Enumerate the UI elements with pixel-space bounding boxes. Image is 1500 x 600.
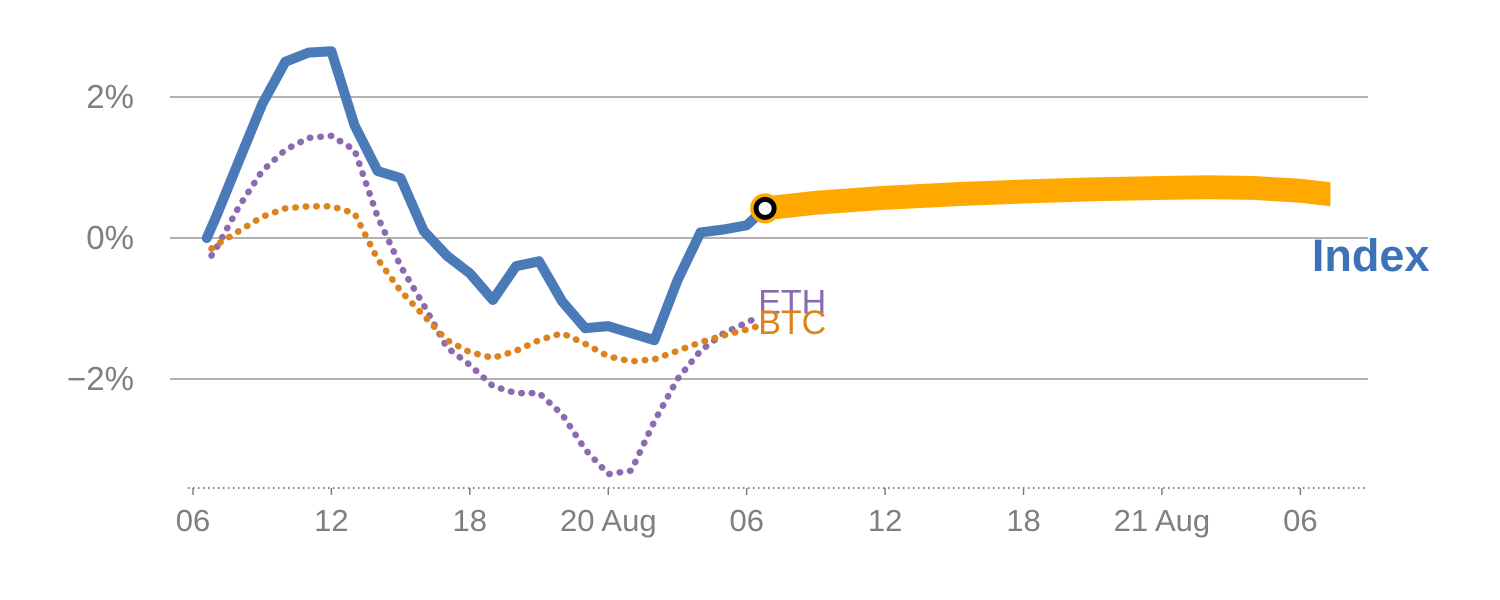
- x-axis-tick-label: 21 Aug: [1114, 503, 1211, 538]
- y-axis-tick-label: −2%: [67, 360, 134, 397]
- x-axis-tick-label: 18: [1006, 503, 1040, 538]
- x-axis-tick-label: 20 Aug: [560, 503, 657, 538]
- y-axis-tick-label: 2%: [86, 78, 134, 115]
- y-axis-tick-label: 0%: [86, 219, 134, 256]
- x-axis-tick-label: 06: [1283, 503, 1317, 538]
- x-axis-tick-label: 12: [868, 503, 902, 538]
- x-axis-tick-label: 18: [453, 503, 487, 538]
- eth-line: [208, 132, 762, 478]
- x-axis-tick-label: 12: [314, 503, 348, 538]
- index-series-label: Index: [1312, 230, 1430, 281]
- index-forecast-band: [765, 175, 1331, 221]
- eth-series-label: ETH: [758, 283, 826, 321]
- x-axis-tick-label: 06: [729, 503, 763, 538]
- index-line: [201, 46, 771, 346]
- btc-line: [208, 203, 762, 365]
- x-axis-tick-label: 06: [176, 503, 210, 538]
- current-point-marker: [753, 196, 777, 220]
- btc-series-label: BTC: [758, 304, 826, 342]
